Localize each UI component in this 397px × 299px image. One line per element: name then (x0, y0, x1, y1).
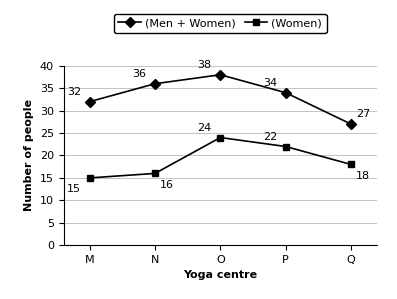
Text: 34: 34 (263, 78, 277, 88)
Text: 15: 15 (67, 184, 81, 194)
Text: 24: 24 (197, 123, 212, 133)
Text: 27: 27 (356, 109, 370, 119)
Text: 16: 16 (160, 180, 174, 190)
Legend: (Men + Women), (Women): (Men + Women), (Women) (114, 14, 327, 33)
Text: 32: 32 (67, 87, 81, 97)
Text: 22: 22 (263, 132, 277, 142)
Text: 18: 18 (356, 171, 370, 181)
Text: 38: 38 (197, 60, 212, 70)
Text: 36: 36 (132, 69, 146, 79)
X-axis label: Yoga centre: Yoga centre (183, 271, 257, 280)
Y-axis label: Number of people: Number of people (24, 100, 34, 211)
